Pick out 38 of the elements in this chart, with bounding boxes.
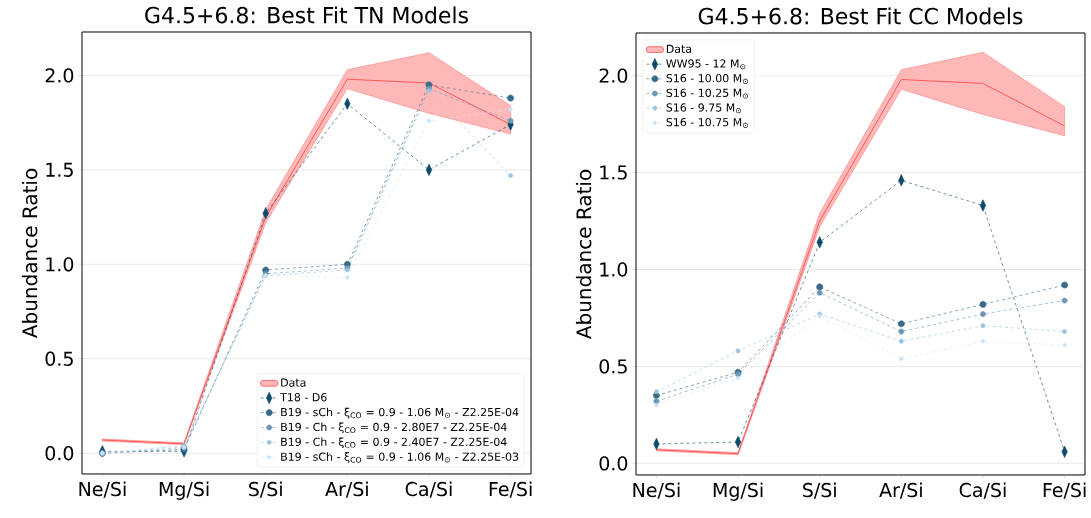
legend-label: B19 - sCh - ξ$_{CO}$ = 0.9 - 1.06 M$_{⊙}$ - Z2.25E-04 — [281, 407, 519, 419]
y-tick-label: 0.5 — [45, 351, 73, 366]
legend-label: B19 - Ch - ξ$_{CO}$ = 0.9 - 2.40E7 - Z2.25E-04 — [281, 437, 507, 449]
x-tick-label: Ne/Si — [79, 481, 126, 498]
x-tick-label: Ca/Si — [405, 481, 452, 498]
x-tick-label: S/Si — [249, 481, 282, 498]
legend-label: Data — [281, 378, 306, 387]
legend-label: T18 - D6 — [280, 393, 327, 402]
legend-label: B19 - sCh - ξ$_{CO}$ = 0.9 - 1.06 M$_{⊙}$ - Z2.25E-03 — [281, 452, 519, 463]
chart-title: G4.5+6.8: Best Fit TN Models — [145, 6, 468, 24]
x-tick-label: Mg/Si — [713, 482, 763, 501]
legend-label: S16 - 9.75 M$_{⊙}$ — [666, 103, 741, 114]
y-tick-label: 0.5 — [599, 359, 627, 374]
y-tick-label: 1.0 — [46, 257, 74, 272]
x-tick-label: Mg/Si — [159, 481, 209, 500]
y-tick-label: 1.5 — [600, 165, 627, 180]
chart-title: G4.5+6.8: Best Fit CC Models — [698, 7, 1023, 25]
y-axis-title: Abundance Ratio — [21, 168, 38, 339]
x-tick-label: Fe/Si — [1043, 482, 1086, 499]
legend-label: B19 - Ch - ξ$_{CO}$ = 0.9 - 2.80E7 - Z2.25E-04 — [281, 422, 507, 434]
y-axis-title: Abundance Ratio — [575, 169, 592, 340]
y-tick-label: 0.0 — [45, 446, 74, 461]
legend-label: S16 - 10.25 M$_{⊙}$ — [666, 88, 748, 99]
legend-label: S16 - 10.75 M$_{⊙}$ — [666, 118, 748, 128]
y-tick-label: 2.0 — [599, 68, 628, 83]
y-tick-label: 1.5 — [46, 162, 73, 177]
legend-label: Data — [666, 44, 692, 53]
x-tick-label: Ar/Si — [325, 481, 368, 498]
x-tick-label: S/Si — [803, 482, 836, 499]
y-tick-label: 1.0 — [600, 262, 628, 277]
x-tick-label: Ar/Si — [879, 482, 922, 499]
y-tick-label: 0.0 — [599, 456, 628, 471]
y-tick-label: 2.0 — [45, 68, 74, 83]
x-tick-label: Fe/Si — [489, 481, 532, 498]
legend-label: S16 - 10.00 M$_{⊙}$ — [666, 74, 748, 84]
x-tick-label: Ca/Si — [959, 482, 1006, 499]
x-tick-label: Ne/Si — [633, 482, 680, 499]
legend-label: WW95 - 12 M$_{⊙}$ — [666, 59, 746, 70]
